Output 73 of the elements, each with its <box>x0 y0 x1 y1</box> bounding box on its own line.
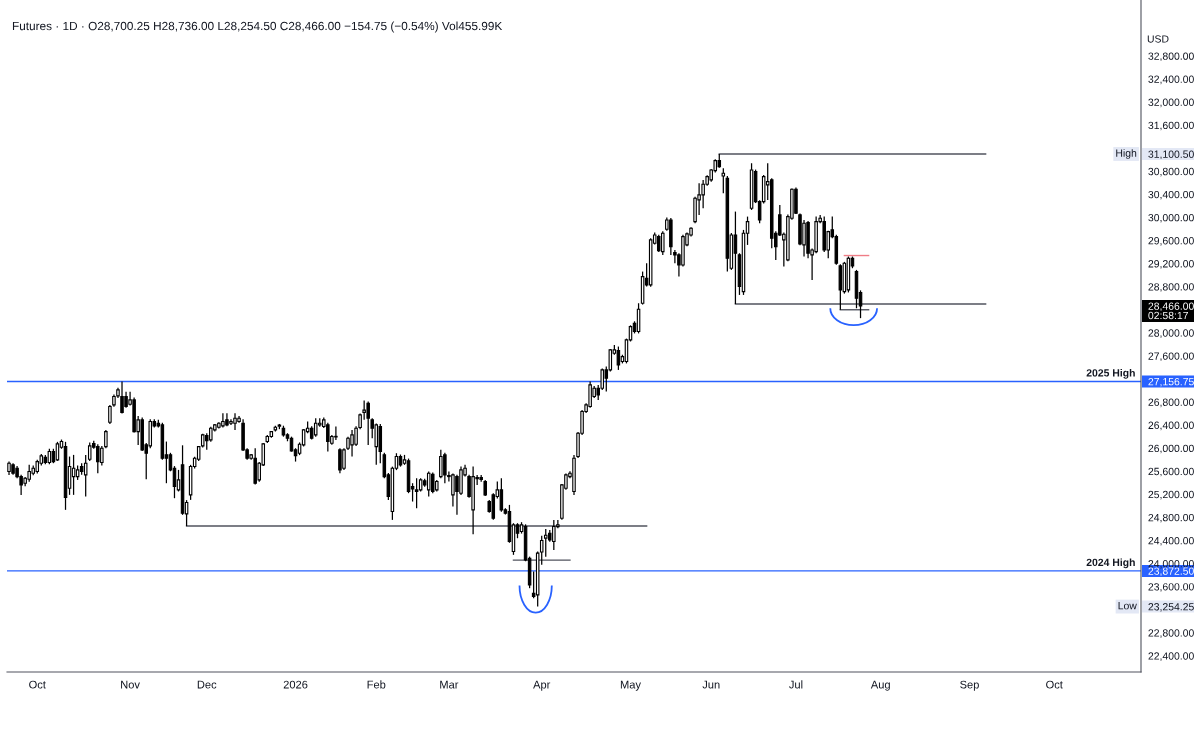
x-tick-label: Oct <box>1046 680 1063 689</box>
x-tick-label: May <box>620 680 641 691</box>
candlestick <box>326 422 330 453</box>
candlestick <box>543 528 548 558</box>
x-tick-label: Nov <box>121 680 140 689</box>
y-tick-label: 24,800.00 <box>1148 513 1194 523</box>
x-tick-label: Aug <box>870 680 890 691</box>
annotation: High <box>1116 149 1137 159</box>
candlestick <box>733 210 738 305</box>
y-tick-label: 27,600.00 <box>1148 352 1194 362</box>
x-tick-label: Sep <box>960 680 979 691</box>
candlestick <box>350 429 354 458</box>
x-tick-label: Feb <box>367 680 386 689</box>
x-tick-label: Mar <box>440 680 459 689</box>
y-tick-label: 31,600.00 <box>1148 121 1194 131</box>
annotation: Low <box>1118 602 1137 610</box>
y-tick-label: 27,156.75 <box>1148 377 1194 387</box>
y-tick-label: 30,800.00 <box>1148 167 1194 177</box>
y-tick-label: 24,400.00 <box>1148 536 1194 546</box>
y-tick-label: 23,872.50 <box>1148 567 1194 577</box>
y-tick-label: 28,466.00 <box>1148 302 1194 312</box>
candlestick <box>87 441 92 462</box>
x-tick-label: Apr <box>533 680 551 691</box>
candlestick <box>491 492 496 521</box>
candlestick <box>313 417 318 438</box>
y-tick-label: 26,000.00 <box>1148 444 1194 454</box>
x-tick-label: 2026 <box>283 680 308 689</box>
text: Futures · 1D · O28,700.25 H28,736.00 L28,254.50 C28,466.00 −154.75 (−0.54%) Vol455.99K <box>12 21 503 33</box>
y-tick-label: 26,400.00 <box>1148 421 1194 431</box>
candlestick <box>366 400 370 446</box>
text: 02:58:17 <box>1148 311 1188 320</box>
candlestick <box>616 345 621 371</box>
x-tick-label: Jul <box>789 680 803 689</box>
candlestick <box>104 429 108 449</box>
candlestick <box>120 380 124 415</box>
x-tick-label: Jun <box>702 680 720 689</box>
candlestick <box>443 452 447 484</box>
candlestick <box>430 471 435 494</box>
candlestick <box>334 425 338 441</box>
y-tick-label: 23,254.25 <box>1148 603 1194 612</box>
y-axis-title: USD <box>1147 35 1169 43</box>
x-tick-label: Dec <box>197 680 217 689</box>
y-tick-label: 25,200.00 <box>1148 490 1194 500</box>
candlestick <box>499 477 504 513</box>
y-tick-label: 22,400.00 <box>1148 652 1194 661</box>
candlestick <box>661 230 665 256</box>
y-tick-label: 25,600.00 <box>1148 467 1194 477</box>
y-tick-label: 28,800.00 <box>1148 283 1194 292</box>
y-tick-label: 26,800.00 <box>1148 398 1194 408</box>
candlestick <box>439 449 443 479</box>
y-tick-label: 30,000.00 <box>1148 213 1194 223</box>
ref-line-label: 2024 High <box>1086 558 1135 569</box>
y-tick-label: 32,800.00 <box>1148 52 1194 62</box>
y-tick-label: 22,800.00 <box>1148 629 1194 638</box>
ref-line-label: 2025 High <box>1086 368 1135 379</box>
y-tick-label: 28,000.00 <box>1148 329 1194 338</box>
y-tick-label: 29,200.00 <box>1148 260 1194 269</box>
y-tick-label: 31,100.50 <box>1148 150 1194 160</box>
y-tick-label: 30,400.00 <box>1148 190 1194 200</box>
candlestick <box>588 380 592 409</box>
candlestick <box>96 443 100 474</box>
candlestick <box>100 445 104 467</box>
y-tick-label: 32,000.00 <box>1148 98 1194 108</box>
candlestick <box>233 412 237 431</box>
candlestick <box>794 186 798 215</box>
candlestick <box>414 477 419 509</box>
y-tick-label: 23,600.00 <box>1148 583 1194 592</box>
candlestick <box>55 441 60 462</box>
x-tick-label: Oct <box>29 680 46 689</box>
y-tick-label: 29,600.00 <box>1148 237 1194 246</box>
candlestick <box>552 519 556 551</box>
candlestick <box>338 447 342 474</box>
y-tick-label: 32,400.00 <box>1148 75 1194 85</box>
